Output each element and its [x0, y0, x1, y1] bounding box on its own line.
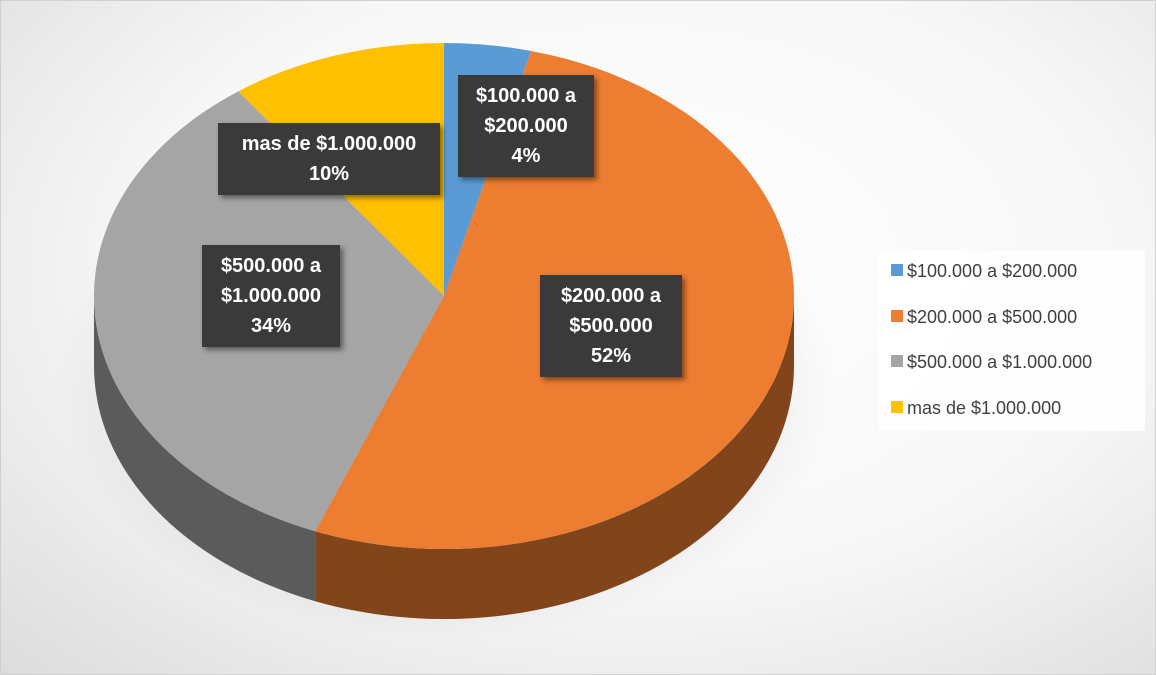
- data-label-value: 4%: [511, 145, 541, 167]
- data-label: mas de $1.000.000 10%: [218, 123, 440, 195]
- data-label: $100.000 a $200.000 4%: [458, 75, 594, 177]
- data-label-value: 52%: [590, 345, 632, 367]
- legend-label: $500.000 a $1.000.000: [907, 352, 1093, 372]
- legend-label: $100.000 a $200.000: [907, 261, 1078, 281]
- legend-swatch: [891, 309, 903, 322]
- data-label-category: $100.000 a $200.000: [475, 85, 577, 137]
- legend-label: mas de $1.000.000: [907, 397, 1062, 418]
- data-label-category: $500.000 a $1.000.000: [220, 255, 322, 307]
- legend-swatch: [891, 400, 903, 413]
- legend-item: $500.000 a $1.000.000: [891, 352, 1092, 373]
- pie-side: [315, 296, 794, 620]
- legend-swatch: [891, 355, 903, 367]
- pie-side: [94, 296, 316, 602]
- legend-label: $200.000 a $500.000: [907, 306, 1078, 327]
- data-label-value: 10%: [308, 163, 350, 185]
- legend-item: mas de $1.000.000: [891, 398, 1061, 419]
- legend-swatch: [891, 264, 903, 276]
- legend-item: $200.000 a $500.000: [891, 307, 1077, 328]
- data-label: $500.000 a $1.000.000 34%: [202, 245, 340, 347]
- legend-item: $100.000 a $200.000: [891, 261, 1077, 282]
- legend: $100.000 a $200.000 $200.000 a $500.000 $5…: [879, 251, 1145, 431]
- data-label-value: 34%: [250, 315, 292, 337]
- data-label-category: mas de $1.000.000: [241, 133, 417, 155]
- data-label: $200.000 a $500.000 52%: [540, 275, 682, 377]
- data-label-category: $200.000 a $500.000: [560, 285, 662, 337]
